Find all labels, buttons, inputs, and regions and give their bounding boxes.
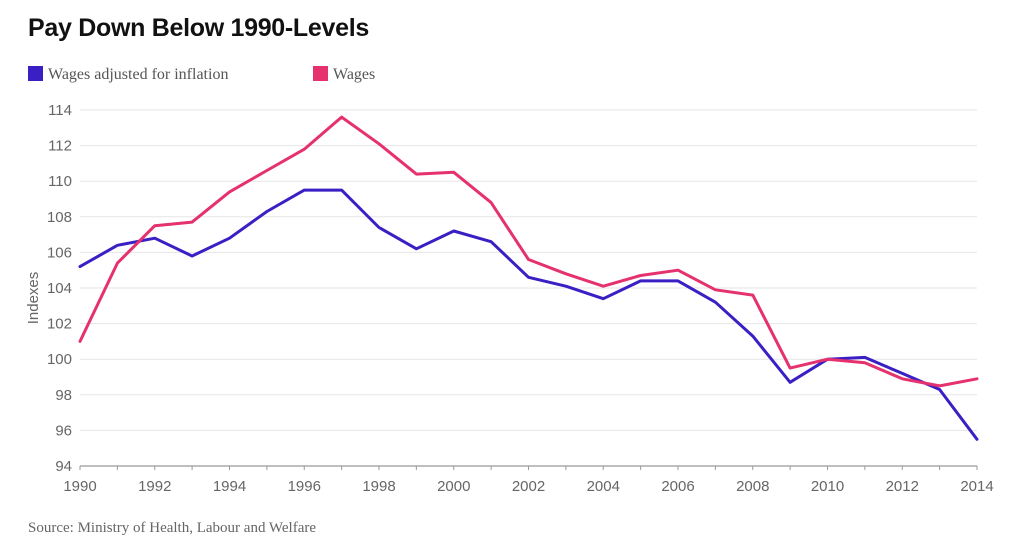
legend-swatch-wages	[313, 66, 328, 81]
x-tick-label: 2006	[661, 478, 694, 495]
y-tick-label: 110	[48, 173, 72, 190]
series-line-wages-adjusted	[78, 188, 979, 441]
y-tick-label: 100	[47, 351, 72, 368]
x-tick-label: 1994	[213, 478, 246, 495]
x-tick-label: 1992	[138, 478, 171, 495]
legend-label-wages-adjusted: Wages adjusted for inflation	[48, 66, 229, 83]
y-tick-label: 106	[47, 244, 72, 261]
legend-item-wages: Wages	[313, 66, 375, 84]
x-tick-label: 2008	[736, 478, 769, 495]
x-tick-label: 2000	[437, 478, 470, 495]
series-line-wages	[78, 115, 979, 388]
x-tick-label: 2014	[960, 478, 993, 495]
legend-label-wages: Wages	[333, 66, 376, 83]
y-tick-label: 114	[48, 102, 72, 119]
y-tick-label: 96	[55, 422, 72, 439]
y-tick-label: 108	[47, 209, 72, 226]
y-tick-label: 102	[47, 316, 72, 333]
x-tick-label: 2002	[512, 478, 545, 495]
chart-title: Pay Down Below 1990-Levels	[28, 14, 369, 42]
y-axis-label: Indexes	[25, 272, 42, 325]
y-tick-label: 112	[48, 138, 72, 155]
x-tick-label: 2004	[587, 478, 620, 495]
x-tick-label: 1990	[63, 478, 96, 495]
x-tick-label: 1996	[288, 478, 321, 495]
x-tick-label: 2010	[811, 478, 844, 495]
legend-swatch-wages-adjusted	[28, 66, 43, 81]
y-tick-label: 94	[55, 458, 72, 475]
y-tick-label: 104	[47, 280, 72, 297]
legend-item-wages-adjusted: Wages adjusted for inflation	[28, 66, 228, 84]
x-tick-label: 1998	[362, 478, 395, 495]
source-note: Source: Ministry of Health, Labour and W…	[28, 520, 317, 536]
y-tick-label: 98	[55, 387, 72, 404]
x-tick-label: 2012	[886, 478, 919, 495]
